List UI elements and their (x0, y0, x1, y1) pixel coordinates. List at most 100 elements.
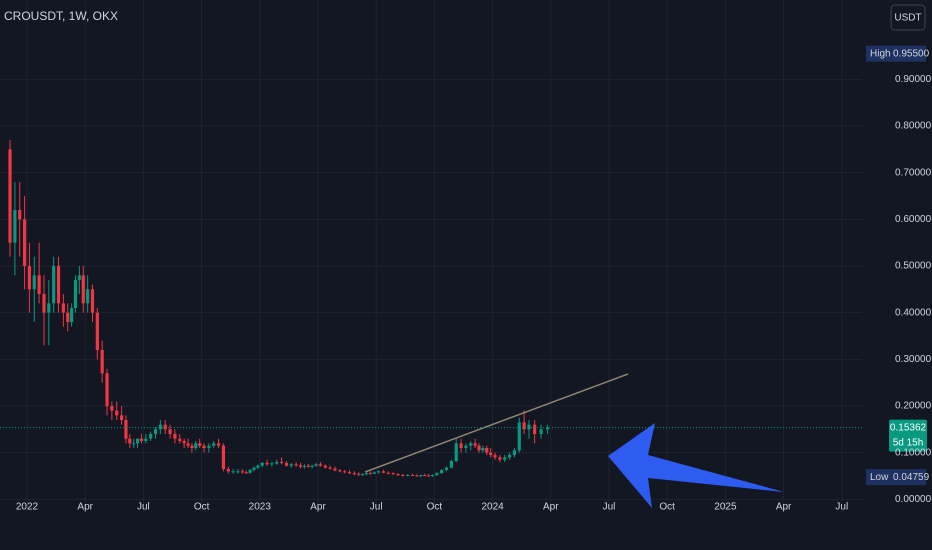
candle-body (22, 219, 27, 266)
x-tick-label: Apr (310, 502, 326, 513)
candle-body (186, 443, 190, 446)
candle-body (328, 467, 332, 469)
candle-body (333, 468, 337, 471)
candle-body (284, 462, 289, 466)
candle-body (372, 472, 376, 474)
high-marker-label: High (870, 48, 891, 59)
candle-body (527, 424, 531, 430)
candle-body (298, 465, 303, 467)
x-tick-label: Apr (776, 502, 792, 513)
x-tick-label: Jul (370, 502, 383, 513)
low-marker-value: 0.04759 (893, 472, 930, 483)
candle-body (477, 445, 481, 451)
candle-body (545, 427, 550, 430)
x-tick-label: Jul (603, 502, 616, 513)
candle-body (216, 443, 221, 446)
arrow-annotation (608, 423, 784, 508)
candle-body (489, 452, 493, 455)
candle-body (522, 422, 526, 430)
high-marker-value: 0.95500 (893, 48, 930, 59)
x-tick-label: 2023 (249, 502, 272, 513)
candle-body (248, 469, 252, 473)
last-price-value: 0.15362 (890, 422, 927, 433)
countdown: 5d 15h (893, 437, 924, 448)
candle-body (323, 465, 327, 468)
candle-body (256, 465, 260, 468)
candle-body (244, 472, 248, 474)
candle-body (517, 422, 521, 451)
candle-body (173, 434, 177, 439)
candle-body (163, 424, 167, 430)
candle-body (364, 473, 369, 475)
y-tick-label: 0.20000 (895, 401, 932, 412)
candle-body (66, 312, 70, 322)
y-tick-label: 0.50000 (895, 261, 932, 272)
currency-label[interactable]: USDT (894, 13, 921, 24)
candle-body (90, 289, 95, 313)
candle-body (343, 471, 347, 473)
candle-body (473, 443, 477, 446)
candle-body (144, 438, 148, 441)
candle-body (178, 438, 182, 441)
y-tick-label: 0.60000 (895, 214, 932, 225)
candle-body (401, 475, 405, 477)
candle-body (469, 443, 473, 446)
candle-body (202, 445, 206, 448)
candle-body (52, 266, 56, 304)
candle-body (280, 462, 284, 463)
candle-body (100, 350, 104, 374)
candle-body (198, 443, 202, 446)
high-marker-box (866, 45, 926, 62)
currency-button[interactable] (890, 4, 926, 31)
candle-body (32, 275, 36, 290)
candle-body (226, 469, 230, 472)
grid (0, 0, 862, 512)
x-tick-label: Apr (543, 502, 559, 513)
candle-body (419, 475, 423, 477)
overlay: High 0.95500 Low 0.04759 0.15362 5d 15h (0, 45, 930, 486)
candle-body (149, 434, 153, 439)
low-marker-box (866, 469, 926, 486)
candle-body (139, 438, 144, 441)
candle-body (361, 474, 365, 476)
candle-body (221, 445, 226, 469)
candle-body (406, 475, 410, 477)
x-tick-label: 2025 (714, 502, 737, 513)
candle-body (240, 471, 244, 473)
candle-body (37, 275, 41, 294)
candle-body (47, 303, 51, 313)
candle-body (18, 210, 22, 220)
candle-body (128, 438, 132, 444)
candle-body (115, 410, 119, 416)
candle-body (212, 443, 216, 446)
candle-body (231, 471, 235, 473)
candle-body (86, 289, 90, 304)
candle-body (153, 429, 158, 434)
candle-body (124, 420, 128, 439)
candle-body (368, 473, 372, 475)
y-tick-label: 0.40000 (895, 307, 932, 318)
y-tick-label: 0.00000 (895, 494, 932, 505)
x-tick-label: 2022 (16, 502, 39, 513)
candle-body (77, 275, 81, 280)
candle-body (8, 149, 12, 243)
candle-body (194, 443, 198, 448)
candle-body (236, 471, 240, 473)
candle-body (347, 472, 352, 474)
candle-body (61, 303, 65, 313)
candle-body (481, 448, 485, 451)
candle-body (260, 462, 264, 466)
x-tick-label: Oct (427, 502, 443, 513)
candle-body (539, 429, 543, 434)
y-tick-label: 0.10000 (895, 447, 932, 458)
candle-body (302, 465, 307, 467)
candle-body (357, 473, 361, 475)
candle-body (485, 448, 489, 453)
candle-body (507, 455, 512, 458)
candle-body (415, 475, 419, 477)
candle-body (207, 445, 211, 448)
candle-body (512, 450, 517, 455)
candle-body (81, 275, 85, 304)
candle-body (119, 415, 124, 420)
y-tick-label: 0.90000 (895, 74, 932, 85)
